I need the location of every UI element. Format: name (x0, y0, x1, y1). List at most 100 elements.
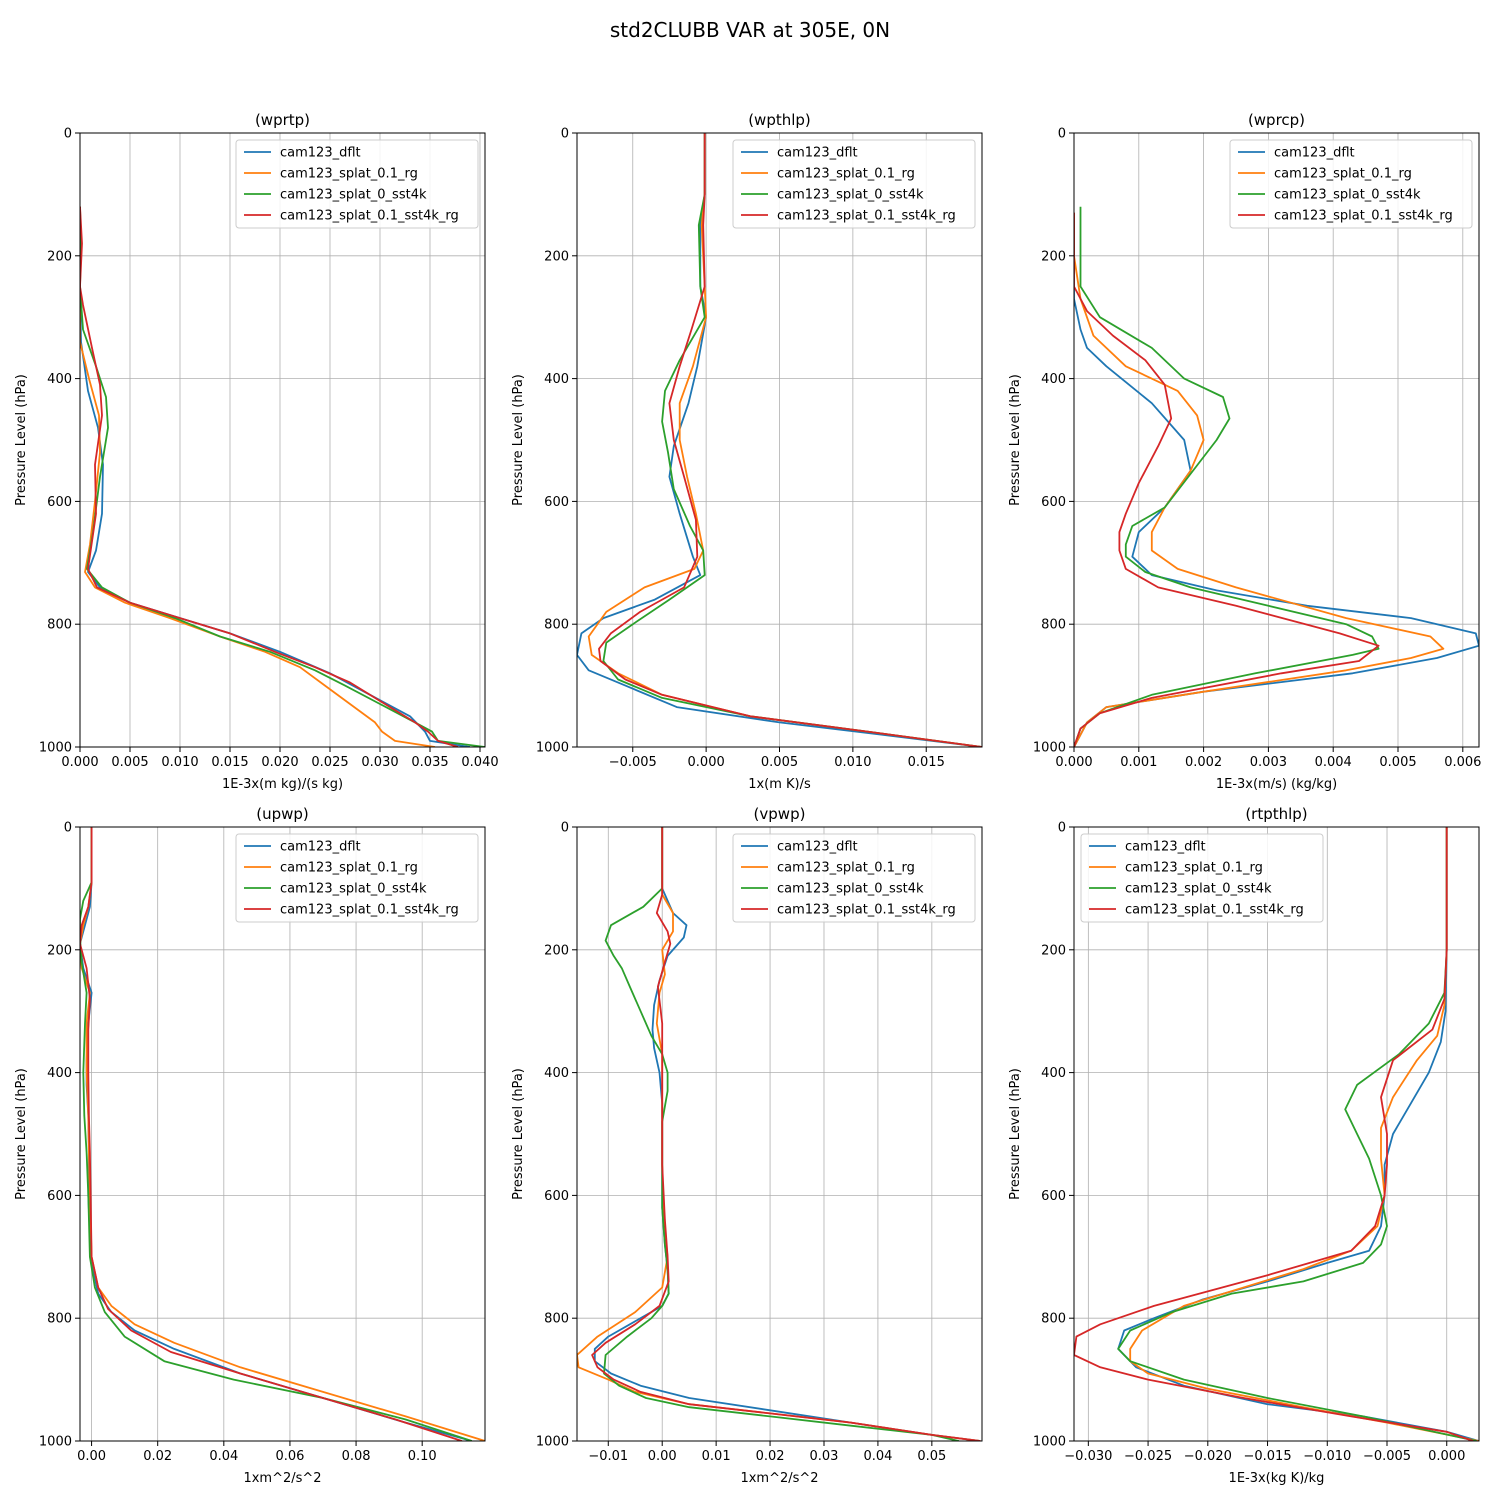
y-axis-label: Pressure Level (hPa) (14, 1068, 29, 1200)
legend: cam123_dflt cam123_splat_0.1_rg cam123_spl… (732, 139, 976, 229)
series-group (577, 827, 981, 1441)
x-tick-label: 0.000 (61, 755, 98, 770)
y-tick-label: 600 (544, 1189, 569, 1204)
legend-label: cam123_dflt (280, 146, 361, 161)
series-line-cam123-splat-0-sst4k (1117, 827, 1477, 1441)
legend-label: cam123_dflt (777, 840, 858, 855)
x-axis-label: 1x(m K)/s (748, 777, 811, 792)
y-tick-label: 600 (47, 1189, 72, 1204)
x-tick-label: 0.000 (1055, 755, 1092, 770)
legend-label: cam123_splat_0_sst4k (1274, 188, 1421, 203)
y-tick-label: 1000 (1033, 741, 1066, 756)
legend-label: cam123_splat_0.1_rg (1274, 167, 1412, 182)
x-tick-label: 0.00 (77, 1449, 106, 1464)
legend-label: cam123_splat_0.1_rg (280, 861, 418, 876)
y-tick-label: 0 (64, 127, 72, 142)
y-tick-label: 800 (1041, 1312, 1066, 1327)
axes-frame (576, 132, 983, 748)
panel-wprtp: 0.000 0.005 0.010 0.015 0.020 0.025 0.030 0.035… (14, 111, 499, 792)
series-line-cam123-splat-0-sst4k (80, 827, 473, 1441)
series-line-cam123-splat-0-1-sst4k-rg (1074, 212, 1380, 747)
series-line-cam123-splat-0-1-sst4k-rg (80, 206, 459, 747)
x-tick-label: 0.010 (834, 755, 871, 770)
legend-box (1229, 139, 1473, 229)
series-line-cam123-splat-0-sst4k (603, 827, 959, 1441)
panel-title: (wpthlp) (748, 111, 811, 129)
legend-label: cam123_splat_0.1_sst4k_rg (1274, 209, 1453, 224)
legend-label: cam123_splat_0_sst4k (1125, 882, 1272, 897)
series-line-cam123-splat-0-1-sst4k-rg (80, 827, 463, 1441)
x-tick-label: 0.006 (1444, 755, 1481, 770)
axes-frame (1073, 132, 1480, 748)
x-tick-label: 0.003 (1250, 755, 1287, 770)
legend-label: cam123_splat_0.1_sst4k_rg (777, 209, 956, 224)
y-tick-label: 200 (47, 249, 72, 264)
x-axis-label: 1E-3x(kg K)/kg (1229, 1471, 1325, 1486)
y-tick-label: 600 (544, 495, 569, 510)
y-tick-label: 600 (47, 495, 72, 510)
y-tick-label: 400 (47, 372, 72, 387)
x-tick-label: 0.015 (908, 755, 945, 770)
x-tick-label: −0.005 (609, 755, 657, 770)
y-tick-label: 600 (1041, 1189, 1066, 1204)
x-tick-label: 0.04 (863, 1449, 892, 1464)
y-tick-label: 1000 (536, 741, 569, 756)
x-tick-label: 0.04 (209, 1449, 238, 1464)
y-axis-label: Pressure Level (hPa) (1008, 1068, 1023, 1200)
y-tick-label: 200 (47, 943, 72, 958)
y-axis-label: Pressure Level (hPa) (1008, 374, 1023, 506)
x-tick-label: 0.000 (688, 755, 725, 770)
legend-label: cam123_splat_0.1_sst4k_rg (777, 903, 956, 918)
legend-label: cam123_splat_0_sst4k (280, 882, 427, 897)
series-group (1074, 827, 1479, 1441)
x-tick-label: −0.015 (1243, 1449, 1291, 1464)
legend-box (235, 833, 479, 923)
axes-frame (79, 132, 486, 748)
panel-title: (upwp) (256, 805, 309, 823)
panel-title: (wprtp) (255, 111, 310, 129)
legend-label: cam123_splat_0.1_rg (1125, 861, 1263, 876)
x-tick-label: 0.02 (756, 1449, 785, 1464)
series-line-cam123-splat-0-sst4k (80, 206, 485, 747)
y-tick-label: 400 (544, 372, 569, 387)
x-tick-label: 0.00 (648, 1449, 677, 1464)
series-line-cam123-splat-0-1-rg (80, 206, 436, 747)
panel-wprcp: 0.000 0.001 0.002 0.003 0.004 0.005 0.006 0 200 4… (1008, 111, 1481, 792)
x-tick-label: 0.002 (1185, 755, 1222, 770)
series-line-cam123-splat-0-sst4k (1074, 206, 1380, 747)
x-tick-label: 0.03 (810, 1449, 839, 1464)
y-tick-label: 0 (64, 821, 72, 836)
series-line-cam123-splat-0-1-sst4k-rg (598, 133, 982, 747)
x-axis-label: 1E-3x(m/s) (kg/kg) (1216, 777, 1337, 792)
legend-label: cam123_splat_0.1_rg (777, 861, 915, 876)
panel-wpthlp: −0.005 0.000 0.005 0.010 0.015 0 200 400 600 800 1… (511, 111, 983, 792)
y-tick-label: 1000 (1033, 1435, 1066, 1450)
x-tick-label: 0.030 (361, 755, 398, 770)
y-tick-label: 800 (1041, 618, 1066, 633)
x-tick-label: 0.025 (311, 755, 348, 770)
axes-frame (576, 826, 983, 1442)
legend-label: cam123_dflt (1274, 146, 1355, 161)
y-tick-label: 0 (1058, 821, 1066, 836)
y-tick-label: 0 (561, 821, 569, 836)
y-tick-label: 1000 (536, 1435, 569, 1450)
x-tick-label: 0.08 (342, 1449, 371, 1464)
series-group (80, 827, 485, 1441)
legend-box (235, 139, 479, 229)
x-tick-label: −0.010 (1303, 1449, 1351, 1464)
x-tick-label: 0.10 (408, 1449, 437, 1464)
series-group (577, 133, 982, 747)
y-tick-label: 400 (544, 1066, 569, 1081)
x-tick-label: −0.030 (1064, 1449, 1112, 1464)
x-axis-label: 1xm^2/s^2 (740, 1471, 818, 1486)
legend-box (1080, 833, 1324, 923)
x-tick-label: 0.001 (1120, 755, 1157, 770)
x-axis-label: 1xm^2/s^2 (243, 1471, 321, 1486)
legend-label: cam123_splat_0.1_sst4k_rg (280, 209, 459, 224)
y-tick-label: 400 (47, 1066, 72, 1081)
legend-label: cam123_splat_0_sst4k (777, 188, 924, 203)
y-tick-label: 800 (544, 1312, 569, 1327)
legend: cam123_dflt cam123_splat_0.1_rg cam123_spl… (1229, 139, 1473, 229)
panel-rtpthlp: −0.030 −0.025 −0.020 −0.015 −0.010 −0.005 0.00… (1008, 805, 1480, 1486)
x-tick-label: 0.015 (211, 755, 248, 770)
